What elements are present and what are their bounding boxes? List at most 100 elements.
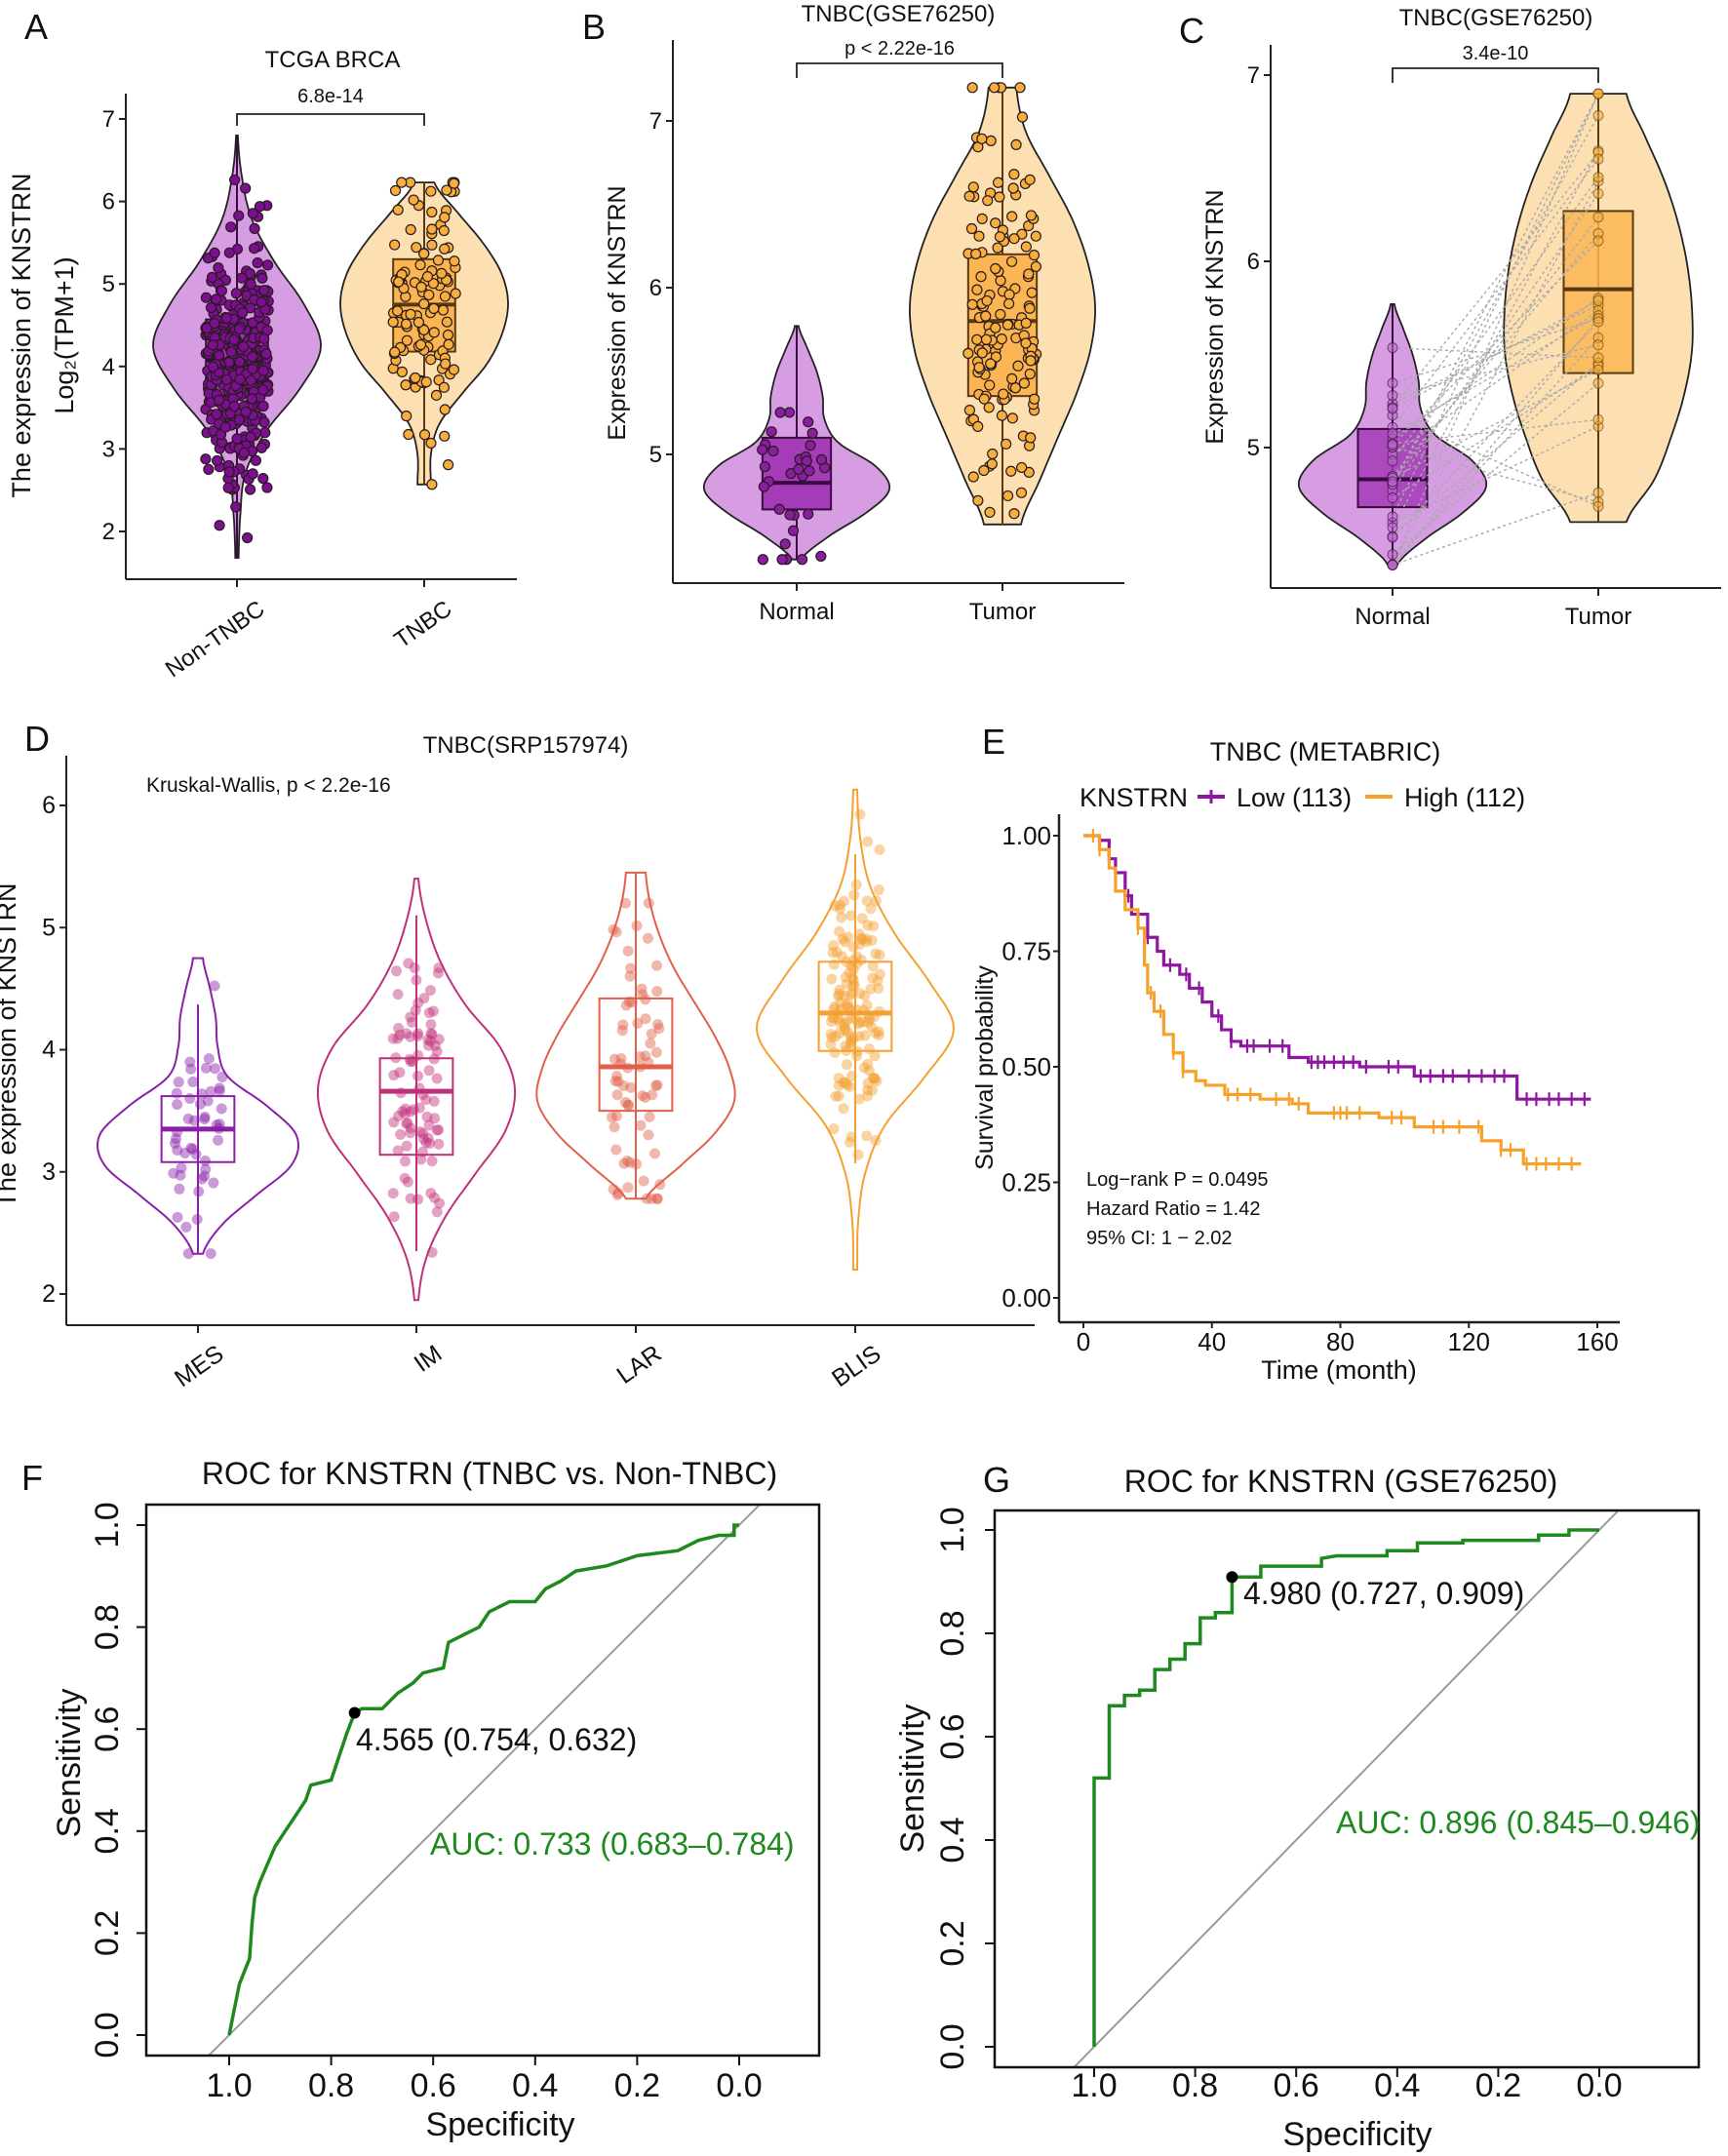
best-threshold-point [348, 1706, 361, 1719]
data-point [1030, 260, 1042, 273]
data-point [434, 1197, 446, 1209]
data-point [236, 307, 249, 319]
y-tick-label: 0.4 [934, 1817, 971, 1862]
data-point [839, 1018, 850, 1030]
data-point [841, 1000, 852, 1011]
data-point [261, 259, 274, 271]
data-point [214, 1118, 225, 1130]
y-tick-label: 6 [649, 275, 662, 301]
panel-label-a: A [24, 7, 48, 47]
data-point [205, 1248, 216, 1260]
violin [535, 871, 736, 1200]
data-point [433, 1138, 445, 1150]
reference-diagonal [207, 1505, 762, 2056]
data-point [801, 455, 812, 467]
auc-label: AUC: 0.896 (0.845–0.946) [1336, 1805, 1701, 1840]
data-point [646, 1028, 657, 1039]
data-point [405, 1193, 416, 1204]
data-point [426, 1156, 438, 1167]
data-point [843, 999, 854, 1010]
y-tick-label: 1.0 [89, 1502, 126, 1548]
data-point [651, 1193, 663, 1204]
data-point [1387, 455, 1398, 467]
pair-line [1392, 240, 1599, 446]
data-point [200, 1062, 212, 1074]
data-point [962, 347, 974, 359]
data-point [205, 1085, 216, 1097]
data-point [846, 987, 858, 999]
pair-line [1392, 115, 1599, 486]
data-point [803, 416, 814, 428]
data-point [412, 1030, 423, 1041]
data-point [635, 1119, 647, 1131]
data-point [990, 322, 1001, 333]
data-point [247, 351, 258, 363]
data-point [841, 978, 852, 990]
data-point [851, 1003, 863, 1015]
y-tick-label: 4 [102, 354, 115, 380]
data-point [623, 996, 635, 1007]
data-point [423, 289, 435, 301]
data-point [995, 275, 1006, 287]
data-point [976, 213, 988, 224]
data-point [865, 983, 877, 995]
data-point [410, 372, 421, 384]
data-point [418, 1133, 430, 1145]
data-point [612, 1076, 624, 1087]
data-point [252, 256, 263, 269]
data-point [199, 1170, 211, 1182]
p-value-label: 6.8e-14 [297, 86, 364, 107]
data-point [395, 1128, 407, 1140]
x-tick-label: 1.0 [206, 2067, 252, 2104]
data-point [620, 1000, 632, 1011]
data-point [400, 1103, 412, 1115]
data-point [1025, 432, 1037, 444]
data-point [171, 1133, 182, 1145]
data-point [400, 379, 412, 391]
data-point [411, 974, 422, 986]
data-point [182, 1248, 194, 1260]
data-point [610, 926, 622, 938]
survival-curve-high [1083, 834, 1582, 1166]
data-point [421, 270, 434, 283]
data-point [831, 947, 843, 959]
data-point [416, 1146, 428, 1157]
data-point [990, 217, 1001, 229]
data-point [245, 431, 256, 443]
data-point [229, 174, 241, 186]
data-point [996, 333, 1007, 345]
data-point [833, 1090, 844, 1102]
data-point [425, 185, 437, 197]
data-point [622, 1062, 634, 1074]
data-point [257, 365, 269, 376]
comparison-bracket [796, 62, 1003, 78]
data-point [640, 1013, 651, 1025]
data-point [249, 243, 260, 255]
data-point [1387, 531, 1398, 543]
data-point [412, 1049, 424, 1061]
data-point [399, 1172, 411, 1184]
best-threshold-point [1226, 1571, 1238, 1584]
data-point [257, 384, 269, 396]
data-point [845, 1071, 857, 1082]
data-point [200, 1156, 212, 1167]
data-point [844, 1081, 855, 1093]
data-point [426, 223, 438, 235]
x-tick-label: 0.0 [1576, 2067, 1622, 2104]
y-tick-label: 4 [42, 1037, 56, 1064]
data-point [994, 231, 1005, 243]
data-point [861, 895, 873, 907]
pair-line [1392, 382, 1599, 556]
stat-annotation: Log−rank P = 0.0495 [1086, 1169, 1268, 1191]
data-point [847, 974, 859, 986]
data-point [651, 1193, 663, 1204]
data-point [839, 1077, 850, 1088]
data-point [179, 1148, 191, 1159]
data-point [404, 1053, 415, 1065]
y-tick-label: 6 [1247, 249, 1260, 275]
stat-annotation: 95% CI: 1 − 2.02 [1086, 1228, 1233, 1249]
data-point [246, 393, 257, 405]
data-point [834, 899, 845, 911]
data-point [414, 259, 426, 271]
data-point [392, 1033, 404, 1044]
